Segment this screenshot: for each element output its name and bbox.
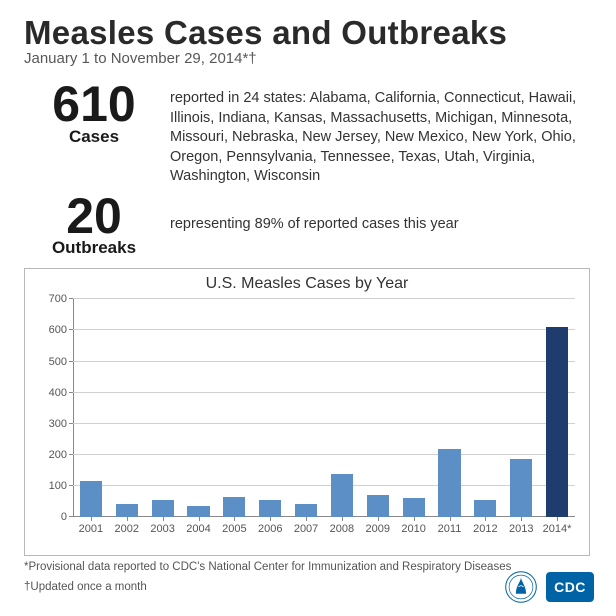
- x-axis: [73, 516, 575, 517]
- bar: [152, 500, 174, 517]
- y-tick-label: 0: [61, 511, 67, 523]
- grid-line: [73, 423, 575, 424]
- grid-line: [73, 392, 575, 393]
- page-subtitle: January 1 to November 29, 2014*†: [24, 50, 592, 67]
- chart-title: U.S. Measles Cases by Year: [25, 269, 589, 293]
- x-tick-label: 2003: [150, 523, 174, 535]
- x-tick-label: 2001: [79, 523, 103, 535]
- y-tick-label: 400: [49, 387, 67, 399]
- logo-row: CDC: [504, 570, 594, 604]
- bar: [546, 327, 568, 517]
- x-tick: [378, 517, 379, 521]
- y-tick: [69, 361, 73, 362]
- x-tick: [557, 517, 558, 521]
- stat-cases-desc: reported in 24 states: Alabama, Californ…: [164, 81, 592, 187]
- y-tick-label: 200: [49, 449, 67, 461]
- x-tick: [234, 517, 235, 521]
- x-tick: [521, 517, 522, 521]
- grid-line: [73, 361, 575, 362]
- stat-cases-row: 610 Cases reported in 24 states: Alabama…: [24, 81, 592, 187]
- y-tick: [69, 485, 73, 486]
- y-tick: [69, 423, 73, 424]
- bar: [331, 474, 353, 518]
- y-tick: [69, 516, 73, 517]
- y-tick-label: 600: [49, 324, 67, 336]
- cdc-logo-icon: CDC: [546, 572, 594, 602]
- x-tick: [270, 517, 271, 521]
- stat-outbreaks-row: 20 Outbreaks representing 89% of reporte…: [24, 193, 592, 259]
- plot-area: 0100200300400500600700200120022003200420…: [73, 299, 575, 517]
- grid-line: [73, 485, 575, 486]
- bar: [474, 500, 496, 517]
- x-tick: [450, 517, 451, 521]
- grid-line: [73, 329, 575, 330]
- x-tick: [306, 517, 307, 521]
- grid-line: [73, 298, 575, 299]
- bar: [403, 498, 425, 518]
- x-tick: [91, 517, 92, 521]
- y-tick-label: 100: [49, 480, 67, 492]
- bar: [367, 495, 389, 517]
- x-tick-label: 2010: [401, 523, 425, 535]
- stat-cases-block: 610 Cases: [24, 81, 164, 147]
- stat-cases-number: 610: [24, 81, 164, 129]
- x-tick-label: 2009: [366, 523, 390, 535]
- bar: [223, 497, 245, 518]
- bar: [80, 481, 102, 517]
- stat-outbreaks-label: Outbreaks: [24, 238, 164, 258]
- stat-outbreaks-block: 20 Outbreaks: [24, 193, 164, 259]
- x-tick: [163, 517, 164, 521]
- y-tick-label: 500: [49, 356, 67, 368]
- y-tick: [69, 392, 73, 393]
- x-tick-label: 2013: [509, 523, 533, 535]
- bar: [295, 504, 317, 517]
- chart-container: U.S. Measles Cases by Year 0100200300400…: [24, 268, 590, 556]
- bar: [116, 504, 138, 518]
- y-tick-label: 700: [49, 293, 67, 305]
- x-tick: [485, 517, 486, 521]
- hhs-logo-icon: [504, 570, 538, 604]
- x-tick-label: 2014*: [543, 523, 572, 535]
- y-tick: [69, 298, 73, 299]
- x-tick: [199, 517, 200, 521]
- stat-cases-label: Cases: [24, 127, 164, 147]
- bar: [438, 449, 460, 518]
- cdc-logo-text: CDC: [554, 579, 586, 595]
- x-tick-label: 2002: [115, 523, 139, 535]
- bar: [259, 500, 281, 517]
- x-tick: [127, 517, 128, 521]
- y-tick-label: 300: [49, 418, 67, 430]
- x-tick-label: 2011: [438, 523, 462, 535]
- y-tick: [69, 329, 73, 330]
- stat-outbreaks-number: 20: [24, 193, 164, 241]
- page-title: Measles Cases and Outbreaks: [24, 14, 592, 52]
- x-tick: [414, 517, 415, 521]
- x-tick: [342, 517, 343, 521]
- stat-outbreaks-desc: representing 89% of reported cases this …: [164, 193, 459, 235]
- x-tick-label: 2004: [186, 523, 210, 535]
- x-tick-label: 2008: [330, 523, 354, 535]
- bar: [510, 459, 532, 517]
- x-tick-label: 2005: [222, 523, 246, 535]
- x-tick-label: 2007: [294, 523, 318, 535]
- y-tick: [69, 454, 73, 455]
- x-tick-label: 2006: [258, 523, 282, 535]
- grid-line: [73, 454, 575, 455]
- x-tick-label: 2012: [473, 523, 497, 535]
- bar: [187, 506, 209, 518]
